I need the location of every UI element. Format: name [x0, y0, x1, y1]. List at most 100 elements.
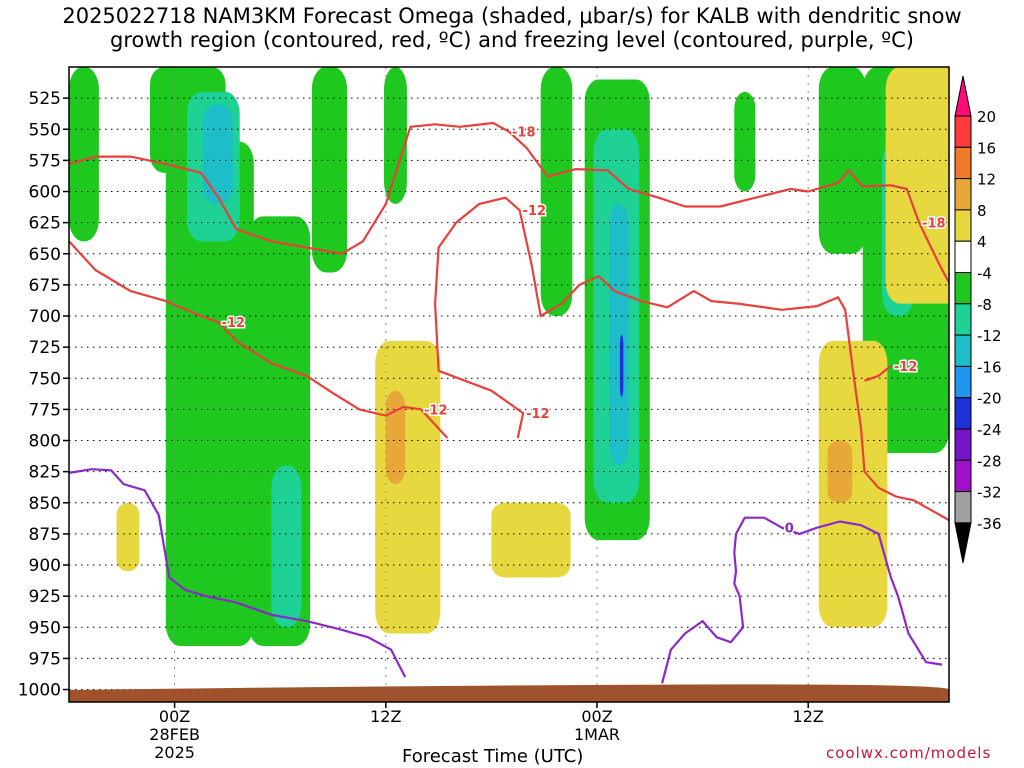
omega-region-18	[116, 502, 140, 572]
chart-title: 2025022718 NAM3KM Forecast Omega (shaded…	[0, 4, 1024, 52]
omega-region-23	[385, 390, 406, 485]
contour-label-4: -12	[894, 360, 918, 375]
credit-text: coolwx.com/models	[826, 744, 992, 762]
y-tick-label-12: 825	[29, 463, 61, 483]
colorbar-segment-13	[954, 491, 972, 524]
colorbar-segment-7	[954, 303, 972, 336]
title-line-1: 2025022718 NAM3KM Forecast Omega (shaded…	[62, 4, 962, 28]
y-tick-label-18: 975	[29, 649, 61, 669]
ground-surface	[69, 684, 949, 702]
y-tick-label-17: 950	[29, 618, 61, 638]
plot-frame	[68, 66, 950, 703]
y-axis-pressure-ticks: 525 550 575 600 625 650 675 700 725 750 775 800 825 8…	[18, 89, 69, 701]
y-tick-label-8: 725	[29, 338, 61, 358]
colorbar-label-1: 16	[977, 139, 996, 157]
x-axis-label: Forecast Time (UTC)	[402, 746, 584, 767]
y-tick-label-16: 925	[29, 587, 61, 607]
x-tick-label-0-0: 00Z	[159, 707, 190, 726]
temperature-contours: -12 -12 -12 -12 -12 -18 -18 0	[69, 121, 949, 684]
colorbar-label-7: -12	[977, 327, 1002, 345]
colorbar-label-12: -32	[977, 484, 1002, 502]
omega-region-6	[271, 465, 302, 628]
colorbar-segment-3	[954, 178, 972, 211]
contour-line-5	[661, 516, 943, 684]
colorbar-segment-11	[954, 428, 972, 461]
y-tick-label-4: 625	[29, 214, 61, 234]
colorbar-segment-9	[954, 365, 972, 399]
y-tick-label-14: 875	[29, 525, 61, 545]
omega-region-13	[619, 334, 624, 397]
omega-region-7	[311, 67, 348, 273]
x-tick-label-0-2: 2025	[154, 743, 195, 762]
colorbar-label-6: -8	[977, 296, 992, 314]
colorbar-label-8: -16	[977, 358, 1002, 376]
omega-region-0	[69, 67, 99, 242]
omega-region-9	[540, 67, 573, 317]
contour-line-0	[69, 240, 449, 439]
contour-label-1: -12	[424, 403, 448, 418]
y-tick-label-2: 575	[29, 151, 61, 171]
y-tick-label-13: 850	[29, 494, 61, 514]
omega-region-15	[818, 67, 867, 254]
colorbar-label-9: -20	[977, 390, 1002, 408]
x-tick-label-2-0: 00Z	[581, 707, 612, 726]
colorbar-segment-2	[954, 146, 972, 180]
y-tick-label-0: 525	[29, 89, 61, 109]
contour-label-0: -12	[222, 316, 246, 331]
contour-line-4	[69, 468, 407, 678]
contour-line-2	[864, 364, 892, 382]
colorbar-segment-10	[954, 397, 972, 430]
colorbar: 20 16 12 8 4 -4 -8 -12 -16 -20 -24 -28 -32 -36	[954, 75, 1002, 563]
colorbar-label-2: 12	[977, 171, 996, 189]
colorbar-label-0: 20	[977, 108, 996, 126]
contour-label-7: 0	[785, 522, 794, 537]
contour-label-3: -12	[523, 204, 547, 219]
y-tick-label-3: 600	[29, 183, 61, 203]
colorbar-cap-top	[954, 75, 972, 117]
y-tick-label-7: 700	[29, 307, 61, 327]
colorbar-label-5: -4	[977, 265, 992, 283]
omega-region-20	[491, 502, 571, 578]
omega-region-8	[384, 67, 407, 204]
y-tick-label-15: 900	[29, 556, 61, 576]
colorbar-label-13: -36	[977, 515, 1002, 533]
omega-region-4	[202, 104, 233, 204]
colorbar-segment-1	[954, 115, 972, 148]
y-tick-label-5: 650	[29, 245, 61, 265]
colorbar-segment-6	[954, 272, 972, 305]
colorbar-label-4: 4	[977, 233, 987, 251]
title-line-2: growth region (contoured, red, ºC) and f…	[110, 28, 914, 52]
omega-region-14	[734, 91, 756, 192]
contour-label-5: -18	[512, 126, 536, 141]
y-tick-label-11: 800	[29, 432, 61, 452]
contour-label-6: -18	[922, 217, 946, 232]
omega-shading	[69, 67, 949, 646]
x-tick-label-0-1: 28FEB	[149, 725, 200, 744]
ground-terrain	[69, 684, 949, 702]
contour-line-3	[69, 121, 949, 285]
colorbar-segment-12	[954, 459, 972, 493]
contour-line-1	[434, 196, 949, 522]
x-tick-label-3-0: 12Z	[793, 707, 824, 726]
y-tick-label-6: 675	[29, 276, 61, 296]
omega-region-12	[609, 203, 629, 466]
colorbar-segment-4	[954, 209, 972, 242]
omega-region-24	[827, 440, 853, 503]
omega-region-19	[375, 340, 441, 634]
omega-region-22	[885, 67, 949, 304]
contour-label-2: -12	[526, 407, 550, 422]
colorbar-segment-5	[954, 240, 972, 273]
y-tick-label-19: 1000	[18, 681, 61, 701]
colorbar-label-3: 8	[977, 202, 987, 220]
colorbar-label-11: -28	[977, 452, 1002, 470]
x-tick-label-2-1: 1MAR	[574, 725, 620, 744]
colorbar-segment-8	[954, 334, 972, 367]
y-tick-label-10: 775	[29, 400, 61, 420]
colorbar-label-10: -24	[977, 421, 1002, 439]
omega-region-2	[165, 141, 254, 646]
x-tick-label-1-0: 12Z	[370, 707, 401, 726]
omega-region-21	[818, 340, 888, 628]
y-tick-label-9: 750	[29, 369, 61, 389]
